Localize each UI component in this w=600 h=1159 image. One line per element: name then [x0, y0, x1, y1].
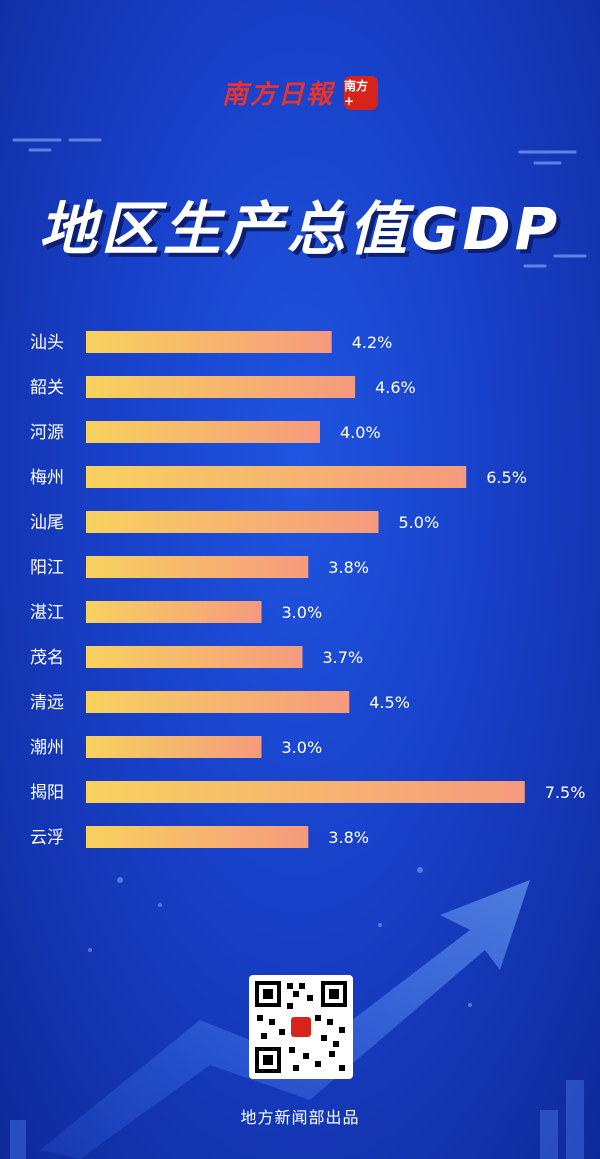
- bar: [86, 556, 309, 578]
- bar: [86, 466, 467, 488]
- bar: [86, 376, 356, 398]
- category-label: 茂名: [30, 648, 64, 668]
- category-label: 河源: [30, 423, 64, 443]
- bar: [86, 331, 332, 353]
- qr-code-icon: [255, 981, 347, 1073]
- value-label: 6.5%: [486, 468, 527, 487]
- newspaper-name: 南方日報: [221, 80, 334, 110]
- value-label: 4.5%: [369, 693, 410, 712]
- value-label: 3.8%: [328, 558, 369, 577]
- category-label: 韶关: [30, 378, 64, 398]
- value-label: 3.8%: [328, 828, 369, 847]
- category-label: 清远: [30, 693, 64, 713]
- value-label: 5.0%: [399, 513, 440, 532]
- qr-code: [249, 975, 353, 1079]
- bar: [86, 646, 303, 668]
- value-label: 4.0%: [340, 423, 381, 442]
- masthead: 南方日報 南方+: [0, 74, 600, 111]
- value-label: 4.6%: [375, 378, 416, 397]
- bar: [86, 691, 350, 713]
- bar: [86, 421, 320, 443]
- category-label: 潮州: [30, 738, 64, 758]
- app-logo-icon: 南方+: [344, 75, 378, 110]
- bar: [86, 781, 525, 803]
- bar: [86, 826, 309, 848]
- category-label: 汕头: [30, 333, 64, 353]
- bar: [86, 601, 262, 623]
- category-label: 汕尾: [30, 513, 64, 533]
- value-label: 3.7%: [322, 648, 363, 667]
- bar: [86, 736, 262, 758]
- category-label: 湛江: [30, 603, 64, 623]
- bar: [86, 511, 379, 533]
- value-label: 3.0%: [282, 738, 323, 757]
- value-label: 7.5%: [545, 783, 586, 802]
- value-label: 4.2%: [352, 333, 393, 352]
- gdp-bar-chart: 汕头 4.2% 韶关 4.6% 河源 4.0% 梅州 6.5% 汕尾 5.0% 阳江 3.8% 湛江 3.…: [30, 331, 586, 848]
- category-label: 揭阳: [30, 783, 64, 803]
- category-label: 梅州: [30, 468, 64, 488]
- footer-credit: 地方新闻部出品: [240, 1108, 360, 1127]
- value-label: 3.0%: [282, 603, 323, 622]
- category-label: 阳江: [30, 558, 64, 578]
- page-title: 地区生产总值GDP: [38, 195, 562, 263]
- growth-arrow-shape: [40, 880, 530, 1159]
- category-label: 云浮: [30, 828, 64, 848]
